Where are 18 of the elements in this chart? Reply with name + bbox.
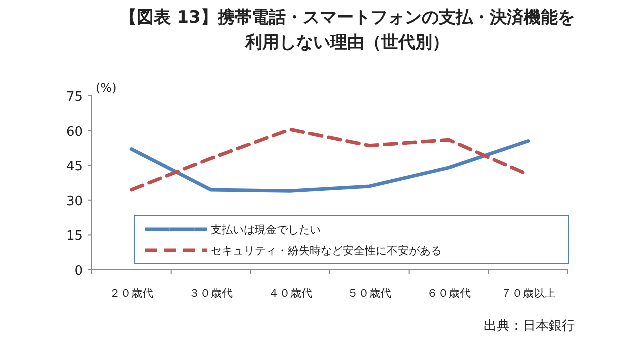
source-note: 出典：日本銀行 — [484, 319, 575, 334]
x-tick-label: ３０歳代 — [189, 287, 233, 300]
line-series — [130, 139, 530, 193]
x-tick-label: ６０歳代 — [427, 287, 471, 300]
y-tick-label: 60 — [66, 124, 83, 140]
x-tick-label: ２０歳代 — [110, 287, 154, 300]
chart-title: 【図表 13】携帯電話・スマートフォンの支払・決済機能を利用しない理由（世代別） — [120, 7, 575, 55]
legend-label: セキュリティ・紛失時など安全性に不安がある — [211, 244, 442, 258]
y-tick-label: 0 — [74, 264, 83, 279]
y-tick-label: 45 — [66, 160, 83, 175]
y-tick-label: 15 — [66, 229, 83, 244]
x-tick-label: ７０歳以上 — [500, 287, 556, 300]
y-tick-label: 30 — [66, 194, 83, 210]
x-tick-label: ５０歳代 — [348, 287, 392, 300]
y-tick-label: 75 — [66, 90, 83, 105]
legend-label: 支払いは現金でしたい — [211, 224, 321, 236]
x-tick-label: ４０歳代 — [268, 287, 312, 300]
y-axis-title: (%) — [96, 81, 117, 95]
